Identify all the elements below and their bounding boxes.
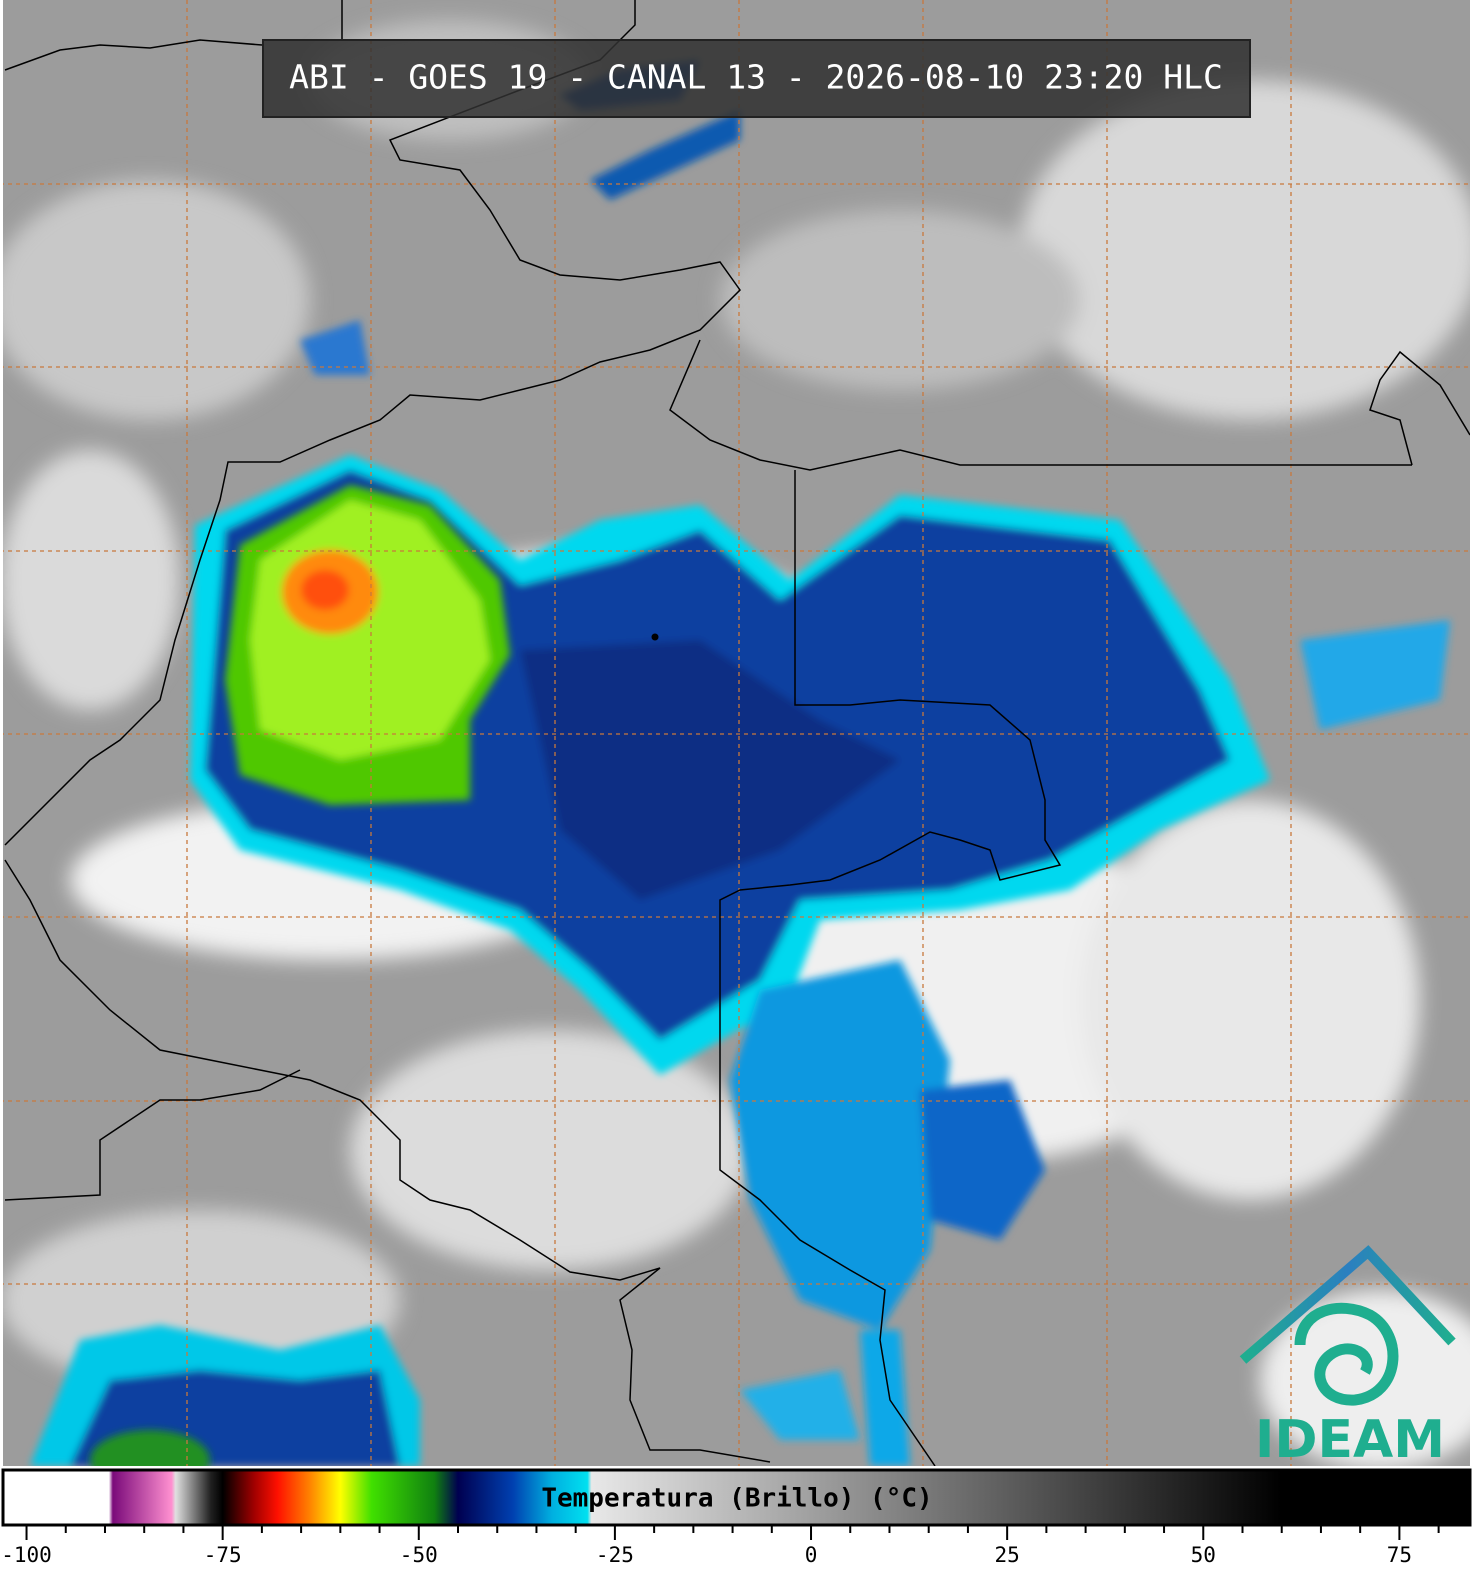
title: ABI - GOES 19 - CANAL 13 - 2026-08-10 23…: [289, 58, 1223, 97]
colorbar-scale: [1, 1468, 1472, 1527]
colorbar-label: Temperatura (Brillo) (°C): [541, 1484, 932, 1514]
tick-label: 25: [995, 1543, 1020, 1567]
logo-emblem: [1239, 1245, 1456, 1406]
logo-text: IDEAM: [1255, 1410, 1445, 1470]
tick-label: 0: [805, 1543, 818, 1567]
tick-label: -25: [596, 1543, 634, 1567]
borders: [4, 0, 1470, 1466]
colorbar: Temperatura (Brillo) (°C) -100 -75 -50 -25 0 2…: [1, 1468, 1472, 1567]
tick-label: 75: [1387, 1543, 1412, 1567]
city-marker: [651, 633, 659, 641]
tick-label: 50: [1191, 1543, 1216, 1567]
tick-label: -75: [204, 1543, 242, 1567]
map: IDEAM: [3, 0, 1470, 1470]
tick-label: -50: [400, 1543, 438, 1567]
clouds-very-cold: [90, 485, 510, 1466]
title-box: [262, 39, 1251, 118]
tick-label: -100: [1, 1543, 52, 1567]
